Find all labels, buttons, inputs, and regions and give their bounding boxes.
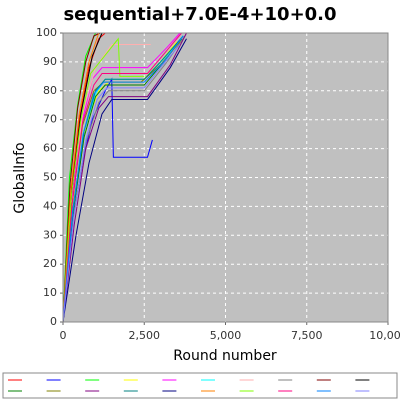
plot-border xyxy=(62,32,389,323)
series-line xyxy=(62,32,100,323)
series-line xyxy=(62,44,181,323)
x-tick-label: 0 xyxy=(60,329,67,342)
x-tick-label: 5,000 xyxy=(210,329,242,342)
y-tick-label: 10 xyxy=(43,286,57,299)
series-line xyxy=(62,32,181,323)
series-line xyxy=(62,32,187,323)
y-tick-label: 20 xyxy=(43,257,57,270)
series-line xyxy=(62,32,183,323)
series-line xyxy=(62,35,184,323)
x-axis-label: Round number xyxy=(173,348,277,364)
series-line xyxy=(62,32,96,323)
series-line xyxy=(62,32,101,323)
y-tick-label: 40 xyxy=(43,199,57,212)
y-tick-label: 80 xyxy=(43,84,57,97)
y-tick-label: 30 xyxy=(43,228,57,241)
x-tick-label: 2,500 xyxy=(129,329,161,342)
y-tick-label: 90 xyxy=(43,55,57,68)
y-tick-label: 100 xyxy=(36,26,57,39)
y-tick-label: 70 xyxy=(43,113,57,126)
chart-title: sequential+7.0E-4+10+0.0 xyxy=(63,4,336,25)
x-tick-label: 7,500 xyxy=(291,329,323,342)
legend xyxy=(2,372,398,399)
x-tick-label: 10,00 xyxy=(369,329,400,342)
series-line xyxy=(62,37,145,323)
y-tick-label: 50 xyxy=(43,171,57,184)
y-tick-label: 0 xyxy=(50,315,57,328)
y-axis-label: GlobalInfo xyxy=(12,142,28,213)
y-tick-label: 60 xyxy=(43,142,57,155)
series-line xyxy=(62,38,187,323)
